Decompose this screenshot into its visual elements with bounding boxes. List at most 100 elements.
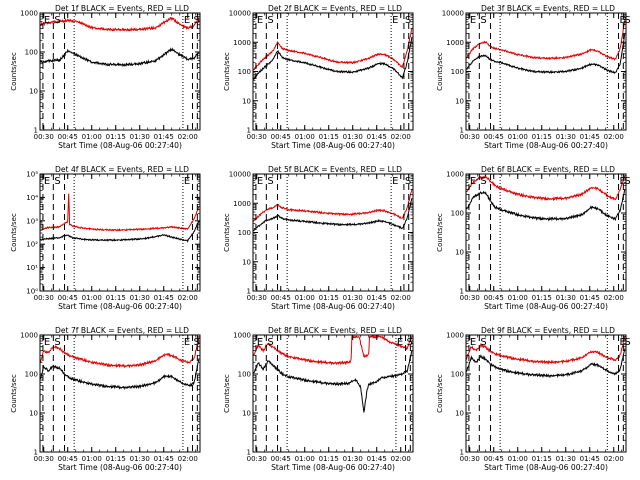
y-tick-label: 100 [25, 49, 38, 57]
x-tick-label: 02:00 [604, 133, 624, 141]
x-tick-label: 01:45 [580, 455, 600, 463]
x-tick-label: 01:45 [154, 455, 174, 463]
x-axis-label: Start Time (08-Aug-06 00:27:40) [271, 302, 395, 311]
plot-frame [465, 173, 627, 292]
y-tick-label: 10⁵ [26, 171, 38, 179]
plot-frame [252, 334, 414, 453]
series-group [253, 189, 413, 232]
black-events-line [253, 350, 413, 413]
y-axis-label: Counts/sec [436, 52, 444, 91]
y-tick-label: 10 [455, 249, 464, 257]
y-tick-label: 10 [455, 97, 464, 105]
x-tick-label: 01:00 [508, 455, 528, 463]
x-tick-label: 00:30 [247, 455, 267, 463]
marker-label: E [257, 15, 263, 26]
x-tick-label: 00:45 [271, 133, 291, 141]
y-axis-label: Counts/sec [223, 213, 231, 252]
x-axis-label: Start Time (08-Aug-06 00:27:40) [271, 463, 395, 472]
marker-label: E [44, 176, 50, 187]
marker-label: E [620, 337, 626, 348]
chart-title: Det 3f BLACK = Events, RED = LLD [481, 4, 615, 13]
x-tick-label: 01:45 [367, 294, 387, 302]
plot-frame [39, 334, 201, 453]
y-tick-label: 100 [238, 229, 251, 237]
marker-label: E [184, 176, 190, 187]
y-tick-label: 10 [29, 410, 38, 418]
y-tick-label: 10⁴ [26, 194, 38, 202]
y-tick-label: 1 [247, 449, 251, 457]
x-tick-label: 00:45 [58, 294, 78, 302]
y-tick-label: 1000 [233, 200, 251, 208]
x-tick-label: 02:00 [391, 455, 411, 463]
marker-label: E [44, 15, 50, 26]
x-tick-label: 00:30 [247, 294, 267, 302]
y-tick-label: 10000 [229, 10, 251, 18]
y-tick-label: 1 [460, 127, 464, 135]
y-tick-label: 10 [242, 97, 251, 105]
black-events-line [40, 47, 200, 68]
y-tick-label: 10⁰ [26, 288, 38, 296]
marker-label: S [194, 337, 200, 348]
red-lld-line [253, 28, 413, 71]
red-lld-line [40, 193, 200, 232]
x-axis-label: Start Time (08-Aug-06 00:27:40) [484, 302, 608, 311]
series-group [466, 19, 626, 74]
x-tick-label: 01:30 [343, 294, 363, 302]
x-tick-label: 01:00 [82, 455, 102, 463]
x-tick-label: 02:00 [178, 133, 198, 141]
y-tick-label: 100 [25, 371, 38, 379]
y-tick-label: 100 [451, 371, 464, 379]
x-tick-label: 01:15 [319, 455, 339, 463]
y-axis-label: Counts/sec [436, 213, 444, 252]
x-tick-label: 00:30 [460, 294, 480, 302]
marker-label: E [392, 176, 398, 187]
y-tick-label: 1 [247, 288, 251, 296]
chart-title: Det 9f BLACK = Events, RED = LLD [481, 326, 615, 335]
x-tick-label: 01:30 [343, 455, 363, 463]
y-tick-label: 1000 [233, 39, 251, 47]
y-tick-label: 10 [242, 410, 251, 418]
x-axis-label: Start Time (08-Aug-06 00:27:40) [58, 141, 182, 150]
red-lld-line [466, 174, 626, 202]
x-tick-label: 01:15 [319, 133, 339, 141]
marker-label: S [267, 176, 273, 187]
chart-title: Det 4f BLACK = Events, RED = LLD [55, 165, 189, 174]
marker-label: S [54, 15, 60, 26]
y-tick-label: 100 [238, 371, 251, 379]
y-axis-label: Counts/sec [436, 374, 444, 413]
y-tick-label: 1 [34, 449, 38, 457]
x-axis-label: Start Time (08-Aug-06 00:27:40) [484, 463, 608, 472]
series-group [466, 335, 626, 379]
y-tick-label: 10² [26, 241, 38, 249]
x-tick-label: 01:45 [154, 294, 174, 302]
x-tick-label: 01:45 [580, 294, 600, 302]
x-tick-label: 01:15 [532, 455, 552, 463]
x-tick-label: 00:45 [484, 133, 504, 141]
marker-label: E [620, 15, 626, 26]
red-lld-line [40, 336, 200, 369]
y-tick-label: 1000 [233, 332, 251, 340]
y-tick-label: 1 [34, 127, 38, 135]
red-lld-line [466, 19, 626, 61]
x-axis-label: Start Time (08-Aug-06 00:27:40) [271, 141, 395, 150]
marker-label: S [54, 176, 60, 187]
red-lld-line [253, 335, 413, 366]
marker-label: S [480, 337, 486, 348]
marker-label: E [470, 337, 476, 348]
series-group [466, 174, 626, 222]
red-lld-line [466, 335, 626, 365]
y-tick-label: 10³ [26, 217, 38, 225]
y-tick-label: 1000 [446, 332, 464, 340]
x-tick-label: 02:00 [391, 133, 411, 141]
marker-label: S [405, 15, 411, 26]
black-events-line [466, 348, 626, 379]
x-tick-label: 00:45 [271, 455, 291, 463]
chart-title: Det 6f BLACK = Events, RED = LLD [481, 165, 615, 174]
chart-title: Det 5f BLACK = Events, RED = LLD [268, 165, 402, 174]
